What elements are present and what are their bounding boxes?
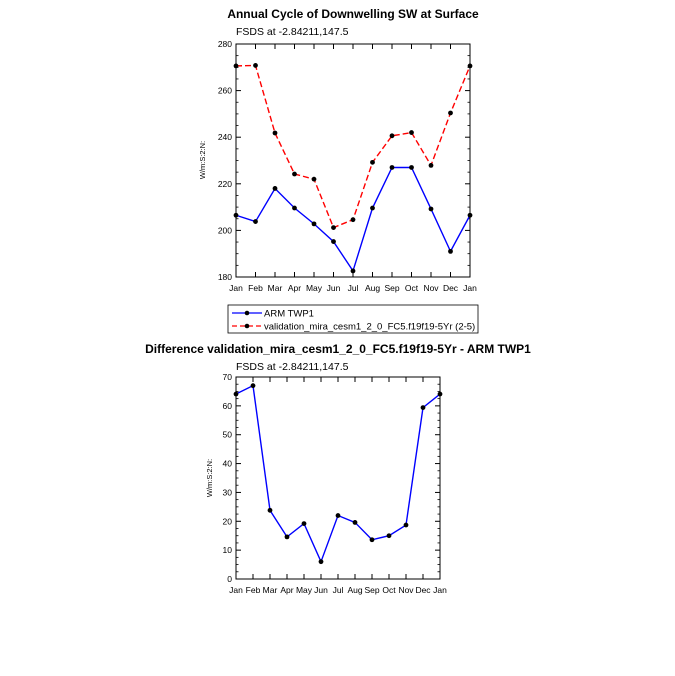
difference-y-tick-label: 70 xyxy=(223,372,233,382)
difference-y-tick-label: 60 xyxy=(223,401,233,411)
annual-cycle-ticks: 180 200 220 240 260 280 Jan Feb Mar Apr May Jun Jul A… xyxy=(218,39,477,293)
annual-cycle-series-0-point xyxy=(331,239,336,244)
annual-cycle-y-tick-label: 280 xyxy=(218,39,232,49)
difference-series-0-point xyxy=(267,507,273,513)
annual-cycle-series-0-point xyxy=(409,165,414,170)
difference-y-axis-label: W/m:S:2:N: xyxy=(205,459,214,497)
annual-cycle-series-0-point xyxy=(272,186,278,191)
difference-series-0-point xyxy=(301,521,307,526)
difference-series-0-point xyxy=(284,534,290,540)
annual-cycle-x-tick-label: Jul xyxy=(348,283,359,293)
difference-x-tick-label: Dec xyxy=(415,585,431,595)
annual-cycle-x-tick-label: Mar xyxy=(268,283,283,293)
annual-cycle-title: Annual Cycle of Downwelling SW at Surfac… xyxy=(227,7,479,21)
difference-panel: Difference validation_mira_cesm1_2_0_FC5… xyxy=(145,342,531,595)
annual-cycle-series-1-point xyxy=(370,159,375,165)
annual-cycle-plot-frame xyxy=(235,43,471,278)
annual-cycle-legend: ARM TWP1 validation_mira_cesm1_2_0_FC5.f… xyxy=(227,304,479,334)
difference-x-tick-label: Mar xyxy=(263,585,278,595)
annual-cycle-series-1-point xyxy=(389,133,395,139)
difference-x-tick-label: Jan xyxy=(433,585,447,595)
annual-cycle-x-tick-label: Jan xyxy=(463,283,477,293)
annual-cycle-y-axis-label: W/m:S:2:N: xyxy=(198,141,207,179)
annual-cycle-y-tick-label: 200 xyxy=(218,225,232,235)
annual-cycle-series-0-point xyxy=(428,206,434,212)
difference-series-0-point xyxy=(335,513,341,518)
annual-cycle-series-1-point xyxy=(253,63,258,68)
difference-x-tick-label: Jul xyxy=(333,585,344,595)
annual-cycle-series-0-point xyxy=(448,248,453,254)
difference-x-tick-label: Jan xyxy=(229,585,243,595)
difference-series-0-point xyxy=(250,383,256,389)
annual-cycle-x-tick-label: Jun xyxy=(327,283,341,293)
difference-plot-area xyxy=(233,383,443,565)
difference-series-0-point xyxy=(403,522,409,528)
annual-cycle-series-1-point xyxy=(409,130,414,135)
legend-label-validation: validation_mira_cesm1_2_0_FC5.f19f19-5Yr… xyxy=(264,322,475,333)
difference-x-tick-label: May xyxy=(296,585,313,595)
annual-cycle-x-tick-label: Oct xyxy=(405,283,419,293)
difference-y-tick-label: 40 xyxy=(223,459,233,469)
annual-cycle-series-1-point xyxy=(311,176,317,182)
annual-cycle-y-tick-label: 180 xyxy=(218,272,232,282)
legend-marker-validation xyxy=(244,323,250,329)
annual-cycle-x-tick-label: Jan xyxy=(229,283,243,293)
difference-series-0-point xyxy=(420,405,426,410)
difference-plot-frame xyxy=(235,376,441,580)
difference-x-tick-label: Feb xyxy=(246,585,261,595)
annual-cycle-series-0-point xyxy=(370,205,375,211)
difference-series-0-point xyxy=(386,533,392,539)
annual-cycle-y-tick-label: 260 xyxy=(218,86,232,96)
annual-cycle-x-tick-label: Feb xyxy=(248,283,263,293)
annual-cycle-y-tick-label: 220 xyxy=(218,179,232,189)
annual-cycle-series-1-point xyxy=(448,110,453,116)
annual-cycle-series-1-point xyxy=(350,217,356,223)
difference-y-tick-label: 10 xyxy=(223,545,233,555)
annual-cycle-series-1-point xyxy=(428,162,434,168)
difference-x-tick-label: Apr xyxy=(280,585,293,595)
difference-subtitle: FSDS at -2.84211,147.5 xyxy=(236,361,349,373)
annual-cycle-series-1-point xyxy=(292,171,297,177)
difference-x-tick-label: Nov xyxy=(398,585,414,595)
difference-x-tick-label: Jun xyxy=(314,585,328,595)
annual-cycle-series-0-point xyxy=(311,221,317,227)
annual-cycle-series-0-point xyxy=(253,219,258,224)
difference-series-0-point xyxy=(318,559,324,565)
annual-cycle-series-1-point xyxy=(272,130,278,136)
annual-cycle-subtitle: FSDS at -2.84211,147.5 xyxy=(236,26,349,38)
annual-cycle-panel: Annual Cycle of Downwelling SW at Surfac… xyxy=(198,7,479,293)
difference-y-tick-label: 30 xyxy=(223,487,233,497)
difference-x-tick-label: Oct xyxy=(382,585,396,595)
annual-cycle-x-tick-label: Dec xyxy=(443,283,459,293)
legend-label-arm-twp1: ARM TWP1 xyxy=(264,309,314,320)
difference-x-tick-label: Aug xyxy=(347,585,362,595)
difference-y-tick-label: 0 xyxy=(227,574,232,584)
annual-cycle-series-1-point xyxy=(331,225,336,231)
difference-x-tick-label: Sep xyxy=(364,585,379,595)
legend-box xyxy=(227,304,479,334)
annual-cycle-x-tick-label: May xyxy=(306,283,323,293)
annual-cycle-plot-area xyxy=(233,63,473,274)
annual-cycle-x-tick-label: Aug xyxy=(365,283,380,293)
difference-title: Difference validation_mira_cesm1_2_0_FC5… xyxy=(145,342,531,356)
difference-series-0-point xyxy=(369,537,375,543)
annual-cycle-x-tick-label: Nov xyxy=(423,283,439,293)
legend-marker-arm-twp1 xyxy=(244,310,250,316)
difference-y-tick-label: 50 xyxy=(223,430,233,440)
difference-y-tick-label: 20 xyxy=(223,516,233,526)
annual-cycle-series-0-point xyxy=(350,268,356,274)
difference-series-0-point xyxy=(352,520,358,525)
annual-cycle-series-0-point xyxy=(292,205,297,211)
annual-cycle-y-tick-label: 240 xyxy=(218,132,232,142)
annual-cycle-x-tick-label: Apr xyxy=(288,283,301,293)
annual-cycle-x-tick-label: Sep xyxy=(384,283,399,293)
annual-cycle-series-0-point xyxy=(389,165,395,170)
